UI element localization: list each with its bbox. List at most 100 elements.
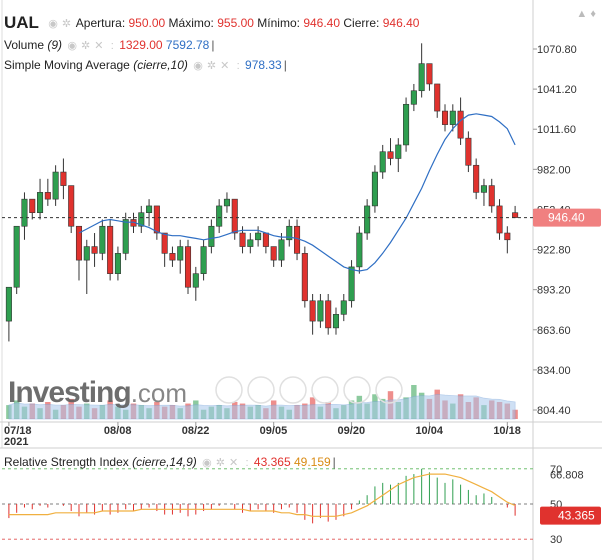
candle-body bbox=[348, 266, 355, 302]
time-tick-label: 08/22 bbox=[182, 425, 210, 437]
candle-body bbox=[29, 198, 36, 213]
price-axis: 1070.801041.201011.60982.00952.40922.808… bbox=[533, 44, 577, 417]
year-label: 2021 bbox=[4, 436, 28, 448]
rsi-tick-label: 70 bbox=[550, 464, 562, 476]
candle-body bbox=[262, 232, 269, 247]
candle-body bbox=[340, 300, 347, 315]
sma-value: 978.33 bbox=[245, 58, 282, 72]
high-label: Máximo: bbox=[168, 16, 214, 30]
close-icon[interactable]: ✕ bbox=[220, 60, 230, 72]
candle-body bbox=[13, 225, 20, 288]
low-label: Mínimo: bbox=[257, 16, 300, 30]
candle-body bbox=[122, 219, 129, 254]
candle-body bbox=[114, 253, 121, 274]
toolbar-button bbox=[343, 376, 371, 404]
candle-body bbox=[434, 83, 441, 112]
open-label: Apertura: bbox=[75, 16, 126, 30]
gear-icon[interactable]: ✲ bbox=[206, 60, 217, 72]
logo-suffix: .com bbox=[130, 378, 188, 408]
candle-body bbox=[208, 225, 215, 247]
sma-line bbox=[78, 113, 516, 272]
candle-body bbox=[356, 232, 363, 268]
price-tick-label: 982.00 bbox=[537, 164, 571, 176]
candle-body bbox=[317, 300, 324, 322]
arrow-up-icon[interactable]: ▲ bbox=[576, 8, 588, 20]
time-tick-label: 07/18 bbox=[4, 425, 32, 437]
close-icon[interactable]: ✕ bbox=[228, 457, 239, 469]
candle-body bbox=[44, 192, 51, 200]
volume-value-1: 1329.00 bbox=[119, 38, 163, 52]
colon-icon: : bbox=[110, 40, 114, 52]
candle-body bbox=[473, 164, 480, 193]
rsi-value-1: 43.365 bbox=[253, 455, 291, 469]
candle-body bbox=[5, 286, 12, 322]
candle-body bbox=[449, 110, 456, 125]
candle-body bbox=[239, 232, 246, 247]
last-price-box bbox=[533, 208, 601, 227]
candle-body bbox=[270, 246, 277, 261]
investing-logo: Investing.com bbox=[8, 376, 187, 410]
candle-body bbox=[68, 185, 75, 227]
logo-main: Investing bbox=[8, 376, 132, 409]
time-tick-label: 10/18 bbox=[493, 425, 521, 437]
gear-icon[interactable]: ✲ bbox=[81, 40, 91, 52]
candle-body bbox=[403, 103, 410, 146]
price-tick-label: 1070.80 bbox=[537, 44, 577, 56]
candle-body bbox=[496, 205, 503, 234]
time-axis: 07/18 08/08 08/22 09/05 09/20 10/04 10/18 2021 bbox=[4, 422, 521, 448]
candle-body bbox=[379, 151, 386, 173]
volume-average-area bbox=[8, 393, 516, 420]
zoom-toolbar bbox=[215, 376, 403, 404]
candle-body bbox=[177, 246, 184, 261]
last-price-marker: 946.40 bbox=[533, 208, 601, 227]
candle-body bbox=[465, 137, 472, 166]
candle-body bbox=[278, 239, 285, 261]
candle-body bbox=[426, 63, 433, 85]
ohlc-header: UAL ◉ ✲ Apertura: 950.00 Máximo: 955.00 M… bbox=[4, 13, 419, 33]
price-tick-label: 804.40 bbox=[537, 405, 571, 417]
volume-value-2: 7592.78 bbox=[165, 38, 210, 52]
eye-icon[interactable]: ◉ bbox=[202, 457, 212, 469]
symbol: UAL bbox=[4, 13, 39, 32]
candles bbox=[5, 43, 519, 342]
rsi-value-label: 43.365 bbox=[558, 509, 595, 523]
toolbar-button bbox=[375, 376, 403, 404]
candle-body bbox=[301, 253, 308, 302]
candle-body bbox=[512, 212, 519, 218]
eye-icon[interactable]: ◉ bbox=[193, 60, 203, 72]
rsi-upper-label: 66.808 bbox=[550, 469, 584, 481]
candle-body bbox=[231, 198, 238, 234]
eye-icon[interactable]: ◉ bbox=[48, 18, 58, 30]
volume-label: Volume bbox=[4, 38, 45, 52]
sma-header: Simple Moving Average (cierre,10) ◉ ✲ ✕ : … bbox=[4, 58, 287, 72]
sma-label: Simple Moving Average bbox=[4, 58, 130, 72]
candle-body bbox=[146, 205, 153, 213]
candle-body bbox=[216, 205, 223, 227]
gear-icon[interactable]: ✲ bbox=[61, 18, 72, 30]
candle-body bbox=[294, 225, 301, 254]
candle-body bbox=[286, 225, 293, 241]
time-tick-label: 10/04 bbox=[415, 425, 443, 437]
volume-header: Volume (9) ◉ ✲ ✕ : 1329.00 7592.78 | bbox=[4, 38, 214, 52]
rsi-label: Relative Strength Index bbox=[4, 455, 129, 469]
candle-body bbox=[387, 151, 394, 159]
gear-icon[interactable]: ✲ bbox=[215, 457, 225, 469]
candle-body bbox=[169, 253, 176, 261]
price-tick-label: 863.60 bbox=[537, 325, 571, 337]
bell-icon[interactable]: ♦ bbox=[590, 8, 596, 20]
sma-param: (cierre,10) bbox=[133, 58, 188, 72]
candle-body bbox=[138, 212, 145, 227]
candle-body bbox=[83, 246, 90, 261]
eye-icon[interactable]: ◉ bbox=[67, 40, 77, 52]
toolbar-button bbox=[215, 376, 243, 404]
open-value: 950.00 bbox=[128, 16, 166, 30]
high-value: 955.00 bbox=[217, 16, 254, 30]
candle-body bbox=[107, 225, 114, 274]
candle-body bbox=[52, 171, 59, 200]
toolbar-button bbox=[247, 376, 275, 404]
toolbar-button bbox=[311, 376, 339, 404]
close-icon[interactable]: ✕ bbox=[94, 40, 104, 52]
volume-layer bbox=[6, 385, 518, 420]
